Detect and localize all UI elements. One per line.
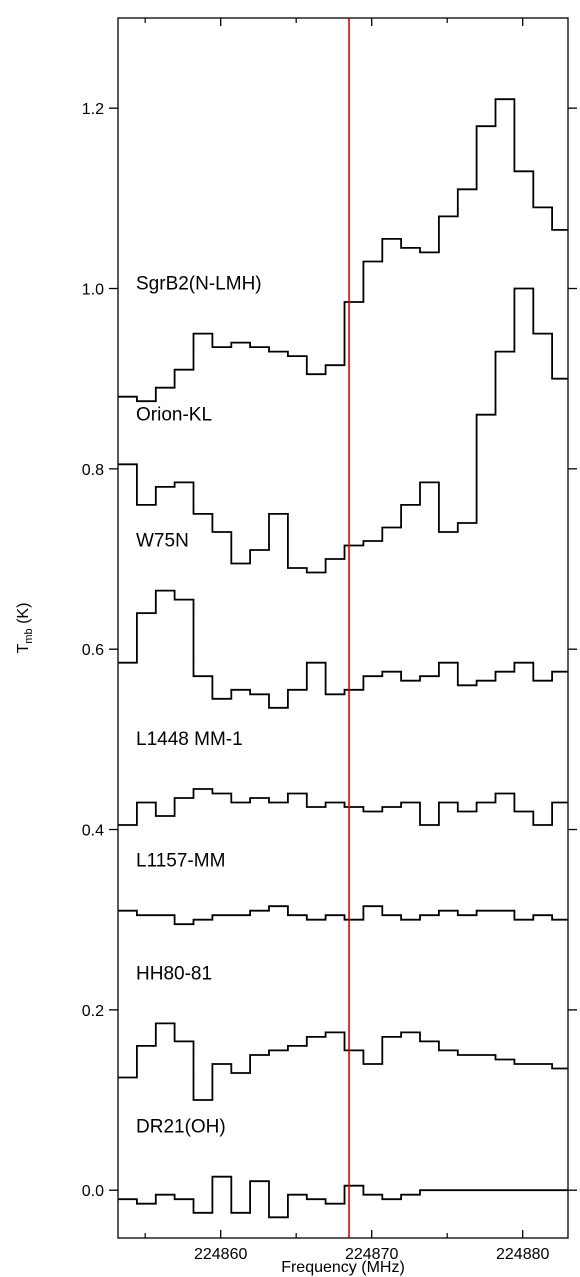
y-tick-label: 0.8 bbox=[82, 462, 104, 479]
spectra-series bbox=[118, 98, 568, 1219]
series-label: L1448 MM-1 bbox=[136, 729, 243, 750]
source-labels: SgrB2(N-LMH) Orion-KL W75N L1448 MM-1 L1157-… bbox=[136, 274, 262, 1138]
series-line bbox=[118, 98, 568, 403]
y-tick-label: 0.2 bbox=[82, 1003, 104, 1020]
series-line bbox=[118, 287, 568, 574]
y-tick-label: 0.4 bbox=[82, 823, 104, 840]
series-label: Orion-KL bbox=[136, 404, 212, 425]
series-label: SgrB2(N-LMH) bbox=[136, 274, 262, 295]
y-tick-label: 1.2 bbox=[82, 101, 104, 118]
series-label: L1157-MM bbox=[136, 851, 225, 872]
axis-ticks: 224860 224870 224880 0.0 0.2 0.4 0.6 0.8 1.0 1.2 bbox=[82, 18, 577, 1263]
y-axis-title-unit: (K) bbox=[15, 603, 32, 629]
y-tick-label: 0.6 bbox=[82, 642, 104, 659]
y-axis-title-subscript: mb bbox=[23, 628, 35, 643]
y-tick-label: 1.0 bbox=[82, 282, 104, 299]
y-axis-title: Tmb (K) bbox=[15, 603, 35, 654]
series-line bbox=[118, 1175, 568, 1219]
series-label: HH80-81 bbox=[136, 963, 212, 984]
x-tick-label: 224870 bbox=[345, 1246, 398, 1263]
series-label: W75N bbox=[136, 531, 189, 552]
series-line bbox=[118, 905, 568, 926]
series-line bbox=[118, 788, 568, 826]
x-tick-label: 224860 bbox=[194, 1246, 247, 1263]
y-tick-label: 0.0 bbox=[82, 1183, 104, 1200]
series-line bbox=[118, 1022, 568, 1101]
x-axis-title: Frequency (MHz) bbox=[281, 1259, 405, 1276]
series-label: DR21(OH) bbox=[136, 1117, 226, 1138]
series-line bbox=[118, 589, 568, 709]
x-tick-label: 224880 bbox=[496, 1246, 549, 1263]
y-axis-title-symbol: T bbox=[15, 643, 32, 653]
plot-frame bbox=[117, 17, 569, 1239]
